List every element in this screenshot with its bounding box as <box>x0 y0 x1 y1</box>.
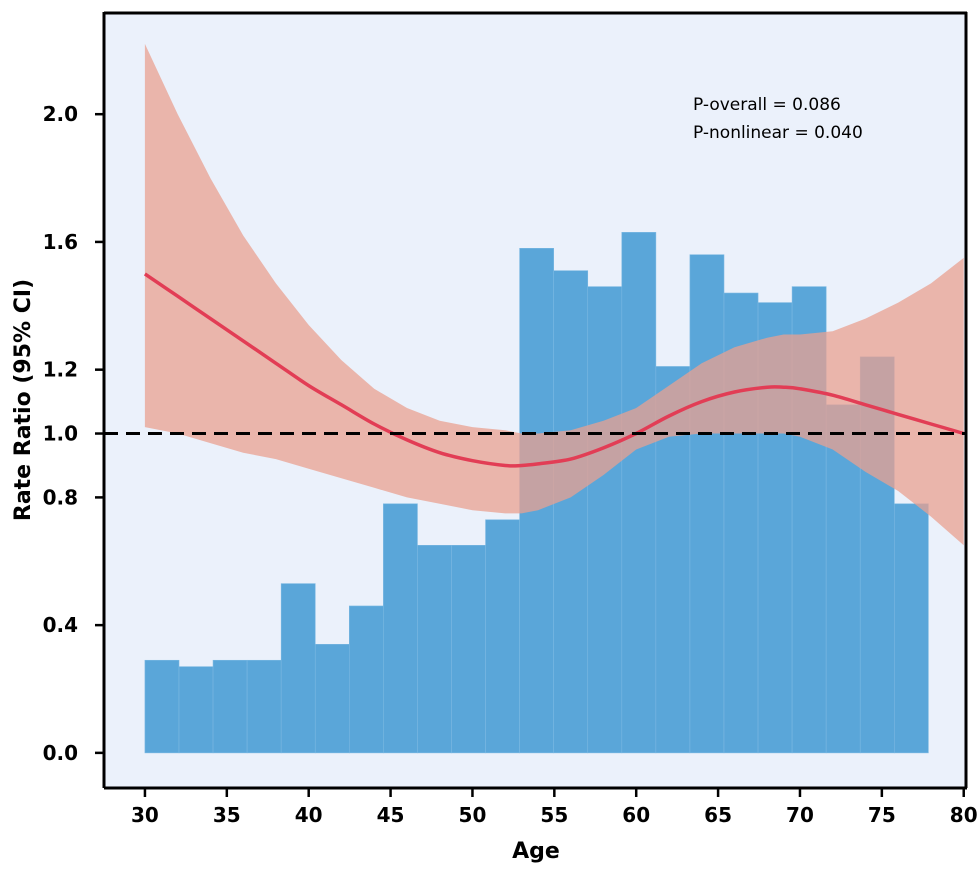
histogram-bar <box>893 503 929 754</box>
y-tick-label: 0.8 <box>43 485 78 509</box>
x-tick-label: 30 <box>131 803 159 827</box>
x-tick-label: 40 <box>295 803 323 827</box>
y-tick-label: 1.0 <box>43 422 78 446</box>
histogram-bar <box>349 605 384 754</box>
rate-ratio-line <box>143 272 965 468</box>
x-tick-label: 35 <box>213 803 241 827</box>
histogram-bar <box>621 232 657 754</box>
ci-band <box>144 43 964 546</box>
y-tick-label: 0.4 <box>43 613 78 637</box>
histogram-bar <box>383 503 418 754</box>
histogram-bar <box>246 659 282 754</box>
histogram-bar <box>689 254 725 754</box>
histogram-bar <box>178 666 214 754</box>
histogram-bar <box>553 270 589 754</box>
x-tick-label: 70 <box>786 803 814 827</box>
y-ticks: 0.0 0.4 0.8 1.0 1.2 1.6 2.0 <box>43 102 104 765</box>
histogram-bar <box>451 545 486 754</box>
histogram-bar <box>280 583 316 754</box>
histogram-bar <box>314 643 350 754</box>
histogram-bar <box>144 659 180 754</box>
histogram-bar <box>417 545 452 754</box>
y-tick-label: 2.0 <box>43 102 78 126</box>
annotation-p-nonlinear: P-nonlinear = 0.040 <box>693 123 863 143</box>
axes <box>102 11 968 790</box>
y-axis-title: Rate Ratio (95% CI) <box>11 279 36 521</box>
x-axis-title: Age <box>512 839 560 864</box>
x-tick-label: 60 <box>622 803 650 827</box>
histogram-bar <box>212 659 248 754</box>
x-tick-label: 45 <box>377 803 405 827</box>
y-tick-label: 1.6 <box>43 230 78 254</box>
x-tick-label: 55 <box>540 803 568 827</box>
x-tick-label: 65 <box>704 803 732 827</box>
x-tick-label: 80 <box>950 803 978 827</box>
x-ticks: 30 35 40 45 50 55 60 65 70 75 80 <box>131 788 978 827</box>
y-tick-label: 1.2 <box>43 358 78 382</box>
histogram-bar <box>587 286 623 754</box>
annotation-p-overall: P-overall = 0.086 <box>693 95 841 115</box>
x-tick-label: 50 <box>459 803 487 827</box>
confidence-band <box>144 43 964 546</box>
x-tick-label: 75 <box>868 803 896 827</box>
histogram-bar <box>485 519 520 754</box>
y-tick-label: 0.0 <box>43 741 78 765</box>
rate-ratio-curve <box>143 272 965 468</box>
